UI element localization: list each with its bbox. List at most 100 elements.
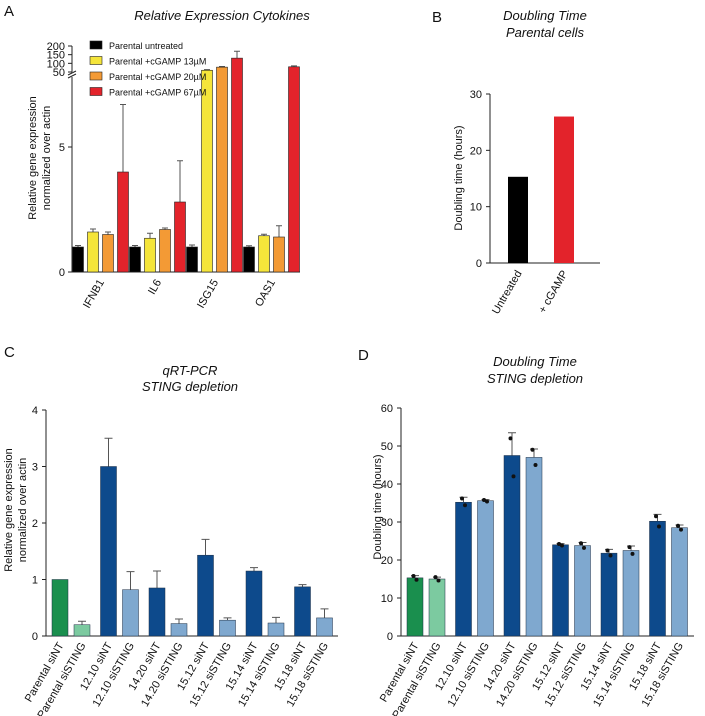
- b-x-tick-label: Untreated: [490, 269, 525, 317]
- a-bar: [273, 236, 285, 273]
- panel-d-letter: D: [358, 347, 369, 364]
- a-legend-swatch: [89, 71, 103, 81]
- a-bar: [129, 246, 141, 273]
- d-data-point: [654, 514, 658, 519]
- d-data-point: [530, 447, 535, 452]
- b-bar: [508, 176, 528, 263]
- a-y-tick-label: 0: [59, 267, 65, 279]
- a-x-tick-label: IFNB1: [81, 278, 107, 311]
- d-data-point: [436, 578, 441, 583]
- d-error-bar: [508, 432, 516, 456]
- a-y-tick-label: 150: [47, 50, 65, 62]
- c-bar: [267, 622, 285, 637]
- c-y-tick-label: 1: [32, 575, 38, 587]
- a-bar: [258, 235, 270, 273]
- d-bar: [503, 455, 521, 637]
- panel-d-ylabel: Doubling time (hours): [372, 454, 384, 559]
- c-bar: [51, 579, 69, 637]
- d-bar: [477, 500, 494, 637]
- d-data-point: [485, 499, 489, 504]
- d-data-point: [676, 523, 680, 528]
- a-bar: [201, 69, 213, 273]
- d-y-tick-label: 0: [387, 631, 393, 643]
- a-error-bar: [189, 244, 195, 247]
- a-legend-swatch: [89, 40, 103, 50]
- a-legend-label: Parental +cGAMP 67µM: [109, 88, 206, 98]
- d-bar: [600, 552, 618, 637]
- d-data-point: [630, 551, 635, 556]
- panel-b-ylabel: Doubling time (hours): [453, 125, 465, 230]
- d-bar: [455, 501, 472, 637]
- panel-c-title-line2: STING depletion: [142, 379, 238, 394]
- a-error-bar: [120, 104, 126, 172]
- c-bar: [100, 466, 117, 637]
- a-bar: [231, 57, 243, 273]
- c-bar: [294, 586, 311, 637]
- c-error-bar: [78, 620, 86, 625]
- panel-b-title-line2: Parental cells: [506, 25, 585, 40]
- d-y-tick-label: 50: [381, 441, 393, 453]
- panel-c-ylabel-line2: normalized over actin: [17, 458, 29, 563]
- a-y-tick-label: 200: [47, 41, 65, 53]
- c-y-tick-label: 0: [32, 631, 38, 643]
- panel-a-ylabel-line1: Relative gene expression: [27, 96, 39, 220]
- a-error-bar: [90, 228, 96, 232]
- d-bar: [552, 544, 569, 637]
- d-bar: [406, 577, 424, 637]
- c-error-bar: [298, 584, 307, 587]
- a-bar: [72, 246, 84, 273]
- d-data-point: [411, 573, 416, 578]
- c-error-bar: [250, 567, 258, 572]
- d-bar: [574, 545, 591, 637]
- c-error-bar: [153, 570, 161, 588]
- b-y-tick-label: 0: [476, 258, 482, 270]
- c-bar: [122, 589, 139, 637]
- panel-a-letter: A: [4, 3, 14, 20]
- panel-d-title-line2: STING depletion: [487, 371, 583, 386]
- panel-c-ylabel-line1: Relative gene expression: [3, 448, 15, 572]
- c-bar: [148, 587, 166, 637]
- a-bar: [144, 237, 156, 273]
- a-y-tick-label: 50: [53, 67, 65, 79]
- panel-c-letter: C: [4, 344, 15, 361]
- panel-b-letter: B: [432, 9, 442, 26]
- panel-b: B Doubling Time Parental cells Doubling …: [432, 8, 600, 316]
- a-bar: [102, 234, 114, 273]
- a-x-tick-label: IL6: [146, 278, 164, 297]
- c-bar: [219, 619, 236, 637]
- c-y-tick-label: 3: [32, 462, 38, 474]
- a-error-bar: [276, 225, 282, 237]
- d-y-tick-label: 40: [381, 479, 393, 491]
- a-error-bar: [234, 50, 240, 59]
- a-legend-swatch: [89, 87, 103, 96]
- b-bar: [554, 116, 574, 264]
- d-data-point: [608, 553, 613, 558]
- c-error-bar: [104, 437, 113, 467]
- c-error-bar: [126, 571, 135, 590]
- c-y-tick-label: 4: [32, 405, 38, 417]
- a-bar: [174, 201, 186, 273]
- b-y-tick-label: 10: [470, 202, 482, 214]
- a-y-tick-label: 5: [59, 142, 65, 154]
- a-bar: [117, 171, 129, 273]
- c-error-bar: [272, 616, 280, 624]
- d-data-point: [579, 541, 583, 546]
- c-error-bar: [223, 617, 232, 621]
- panel-d: D Doubling Time STING depletion Doubling…: [358, 347, 694, 716]
- a-bar: [186, 246, 198, 273]
- c-bar: [197, 554, 214, 637]
- d-data-point: [508, 436, 513, 441]
- b-y-tick-label: 20: [470, 145, 482, 157]
- a-legend-swatch: [89, 56, 103, 65]
- panel-a-title: Relative Expression Cytokines: [134, 8, 310, 23]
- d-data-point: [533, 463, 538, 467]
- d-bar: [622, 550, 640, 637]
- a-bar: [216, 66, 228, 273]
- d-bar: [649, 520, 666, 637]
- a-bar: [243, 246, 255, 273]
- a-legend-label: Parental untreated: [109, 41, 183, 51]
- a-bar: [159, 229, 171, 273]
- d-data-point: [627, 545, 632, 550]
- c-error-bar: [201, 538, 210, 556]
- panel-c-title-line1: qRT-PCR: [163, 363, 218, 378]
